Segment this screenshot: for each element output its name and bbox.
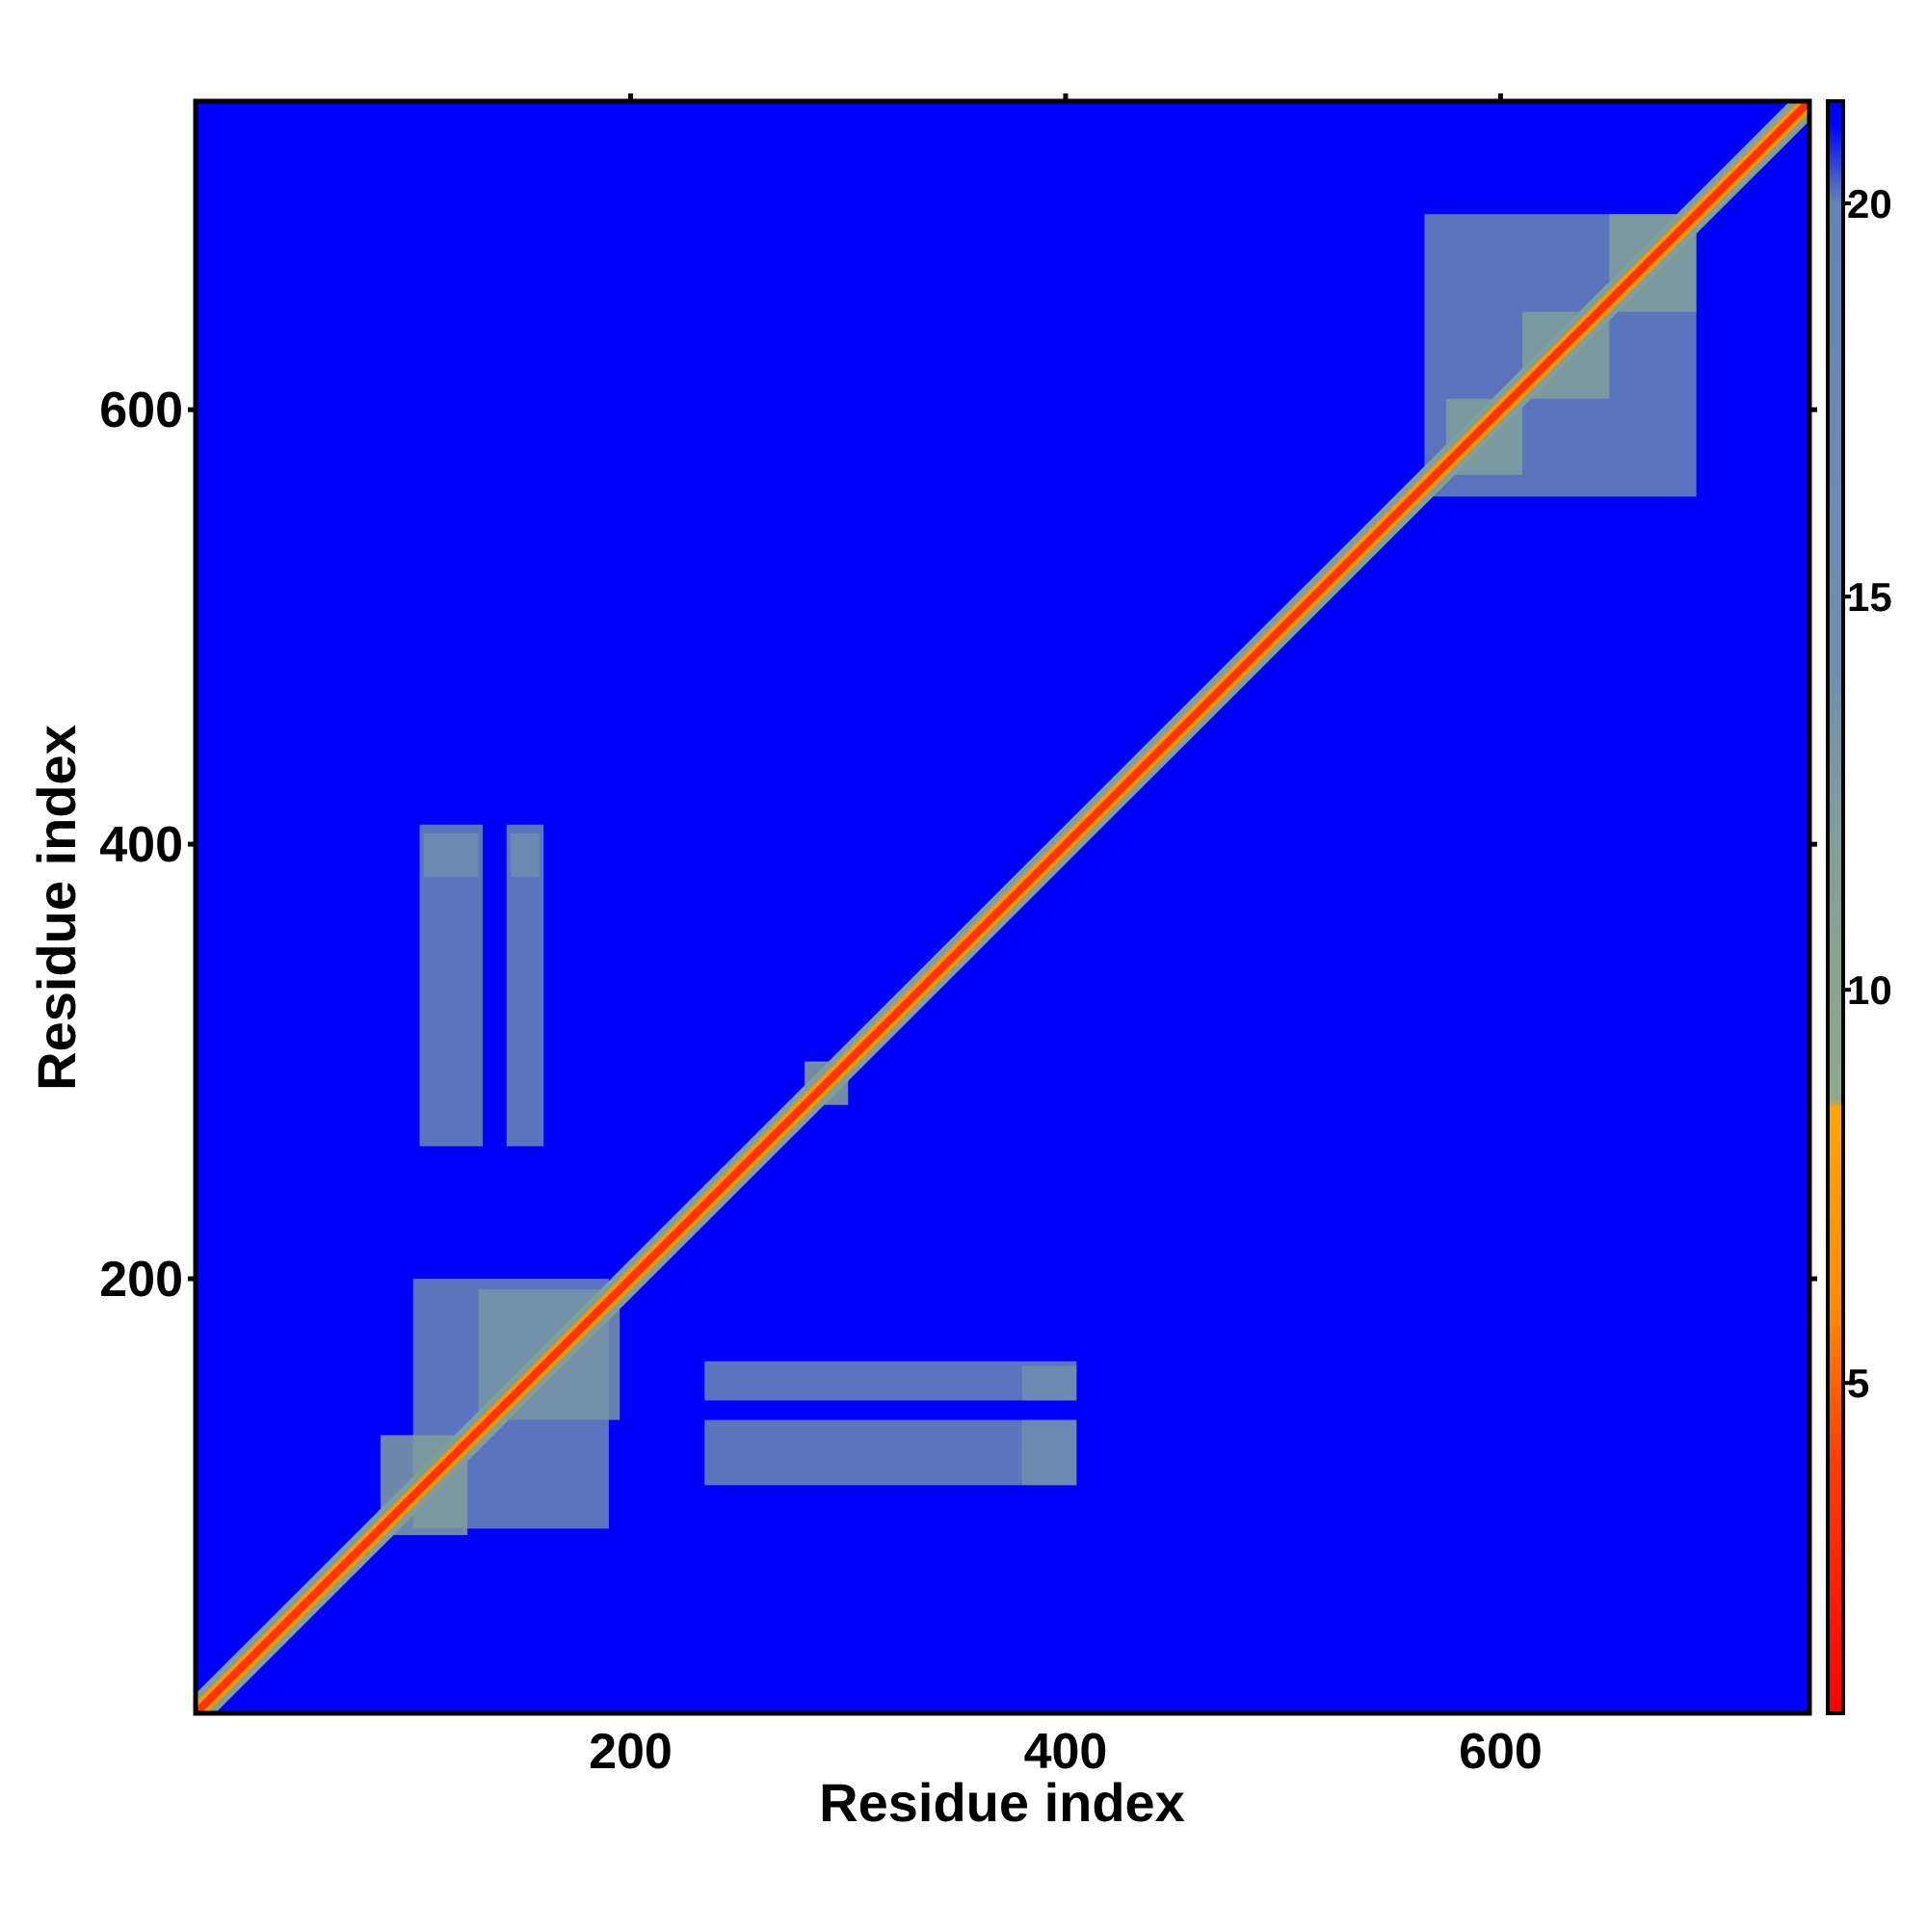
x-axis-title: Residue index [819,1772,1185,1833]
heat-region [704,1419,1077,1486]
y-axis-title: Residue index [26,725,87,1091]
heat-region [506,824,544,1147]
heat-region [424,833,479,877]
y-tick-label: 400 [99,817,183,873]
heat-region [419,824,483,1147]
colorbar-tick-label: 10 [1847,967,1892,1013]
x-tick-label: 600 [1459,1724,1543,1780]
diagonal-band [196,101,1809,1713]
plot-frame [193,98,1812,1716]
colorbar-tick-label: 20 [1847,181,1892,226]
colorbar [1826,99,1845,1715]
heat-region [704,1361,1077,1401]
heat-region [1021,1365,1077,1401]
heat-region [1021,1419,1077,1486]
heat-region [511,833,540,877]
y-tick-label: 200 [99,1252,183,1308]
colorbar-tick-label: 15 [1847,574,1892,620]
y-tick-label: 600 [99,383,183,438]
colorbar-tick-label: 5 [1847,1361,1869,1406]
heatmap [196,101,1809,1713]
x-tick-label: 400 [1024,1724,1108,1780]
x-tick-label: 200 [589,1724,673,1780]
